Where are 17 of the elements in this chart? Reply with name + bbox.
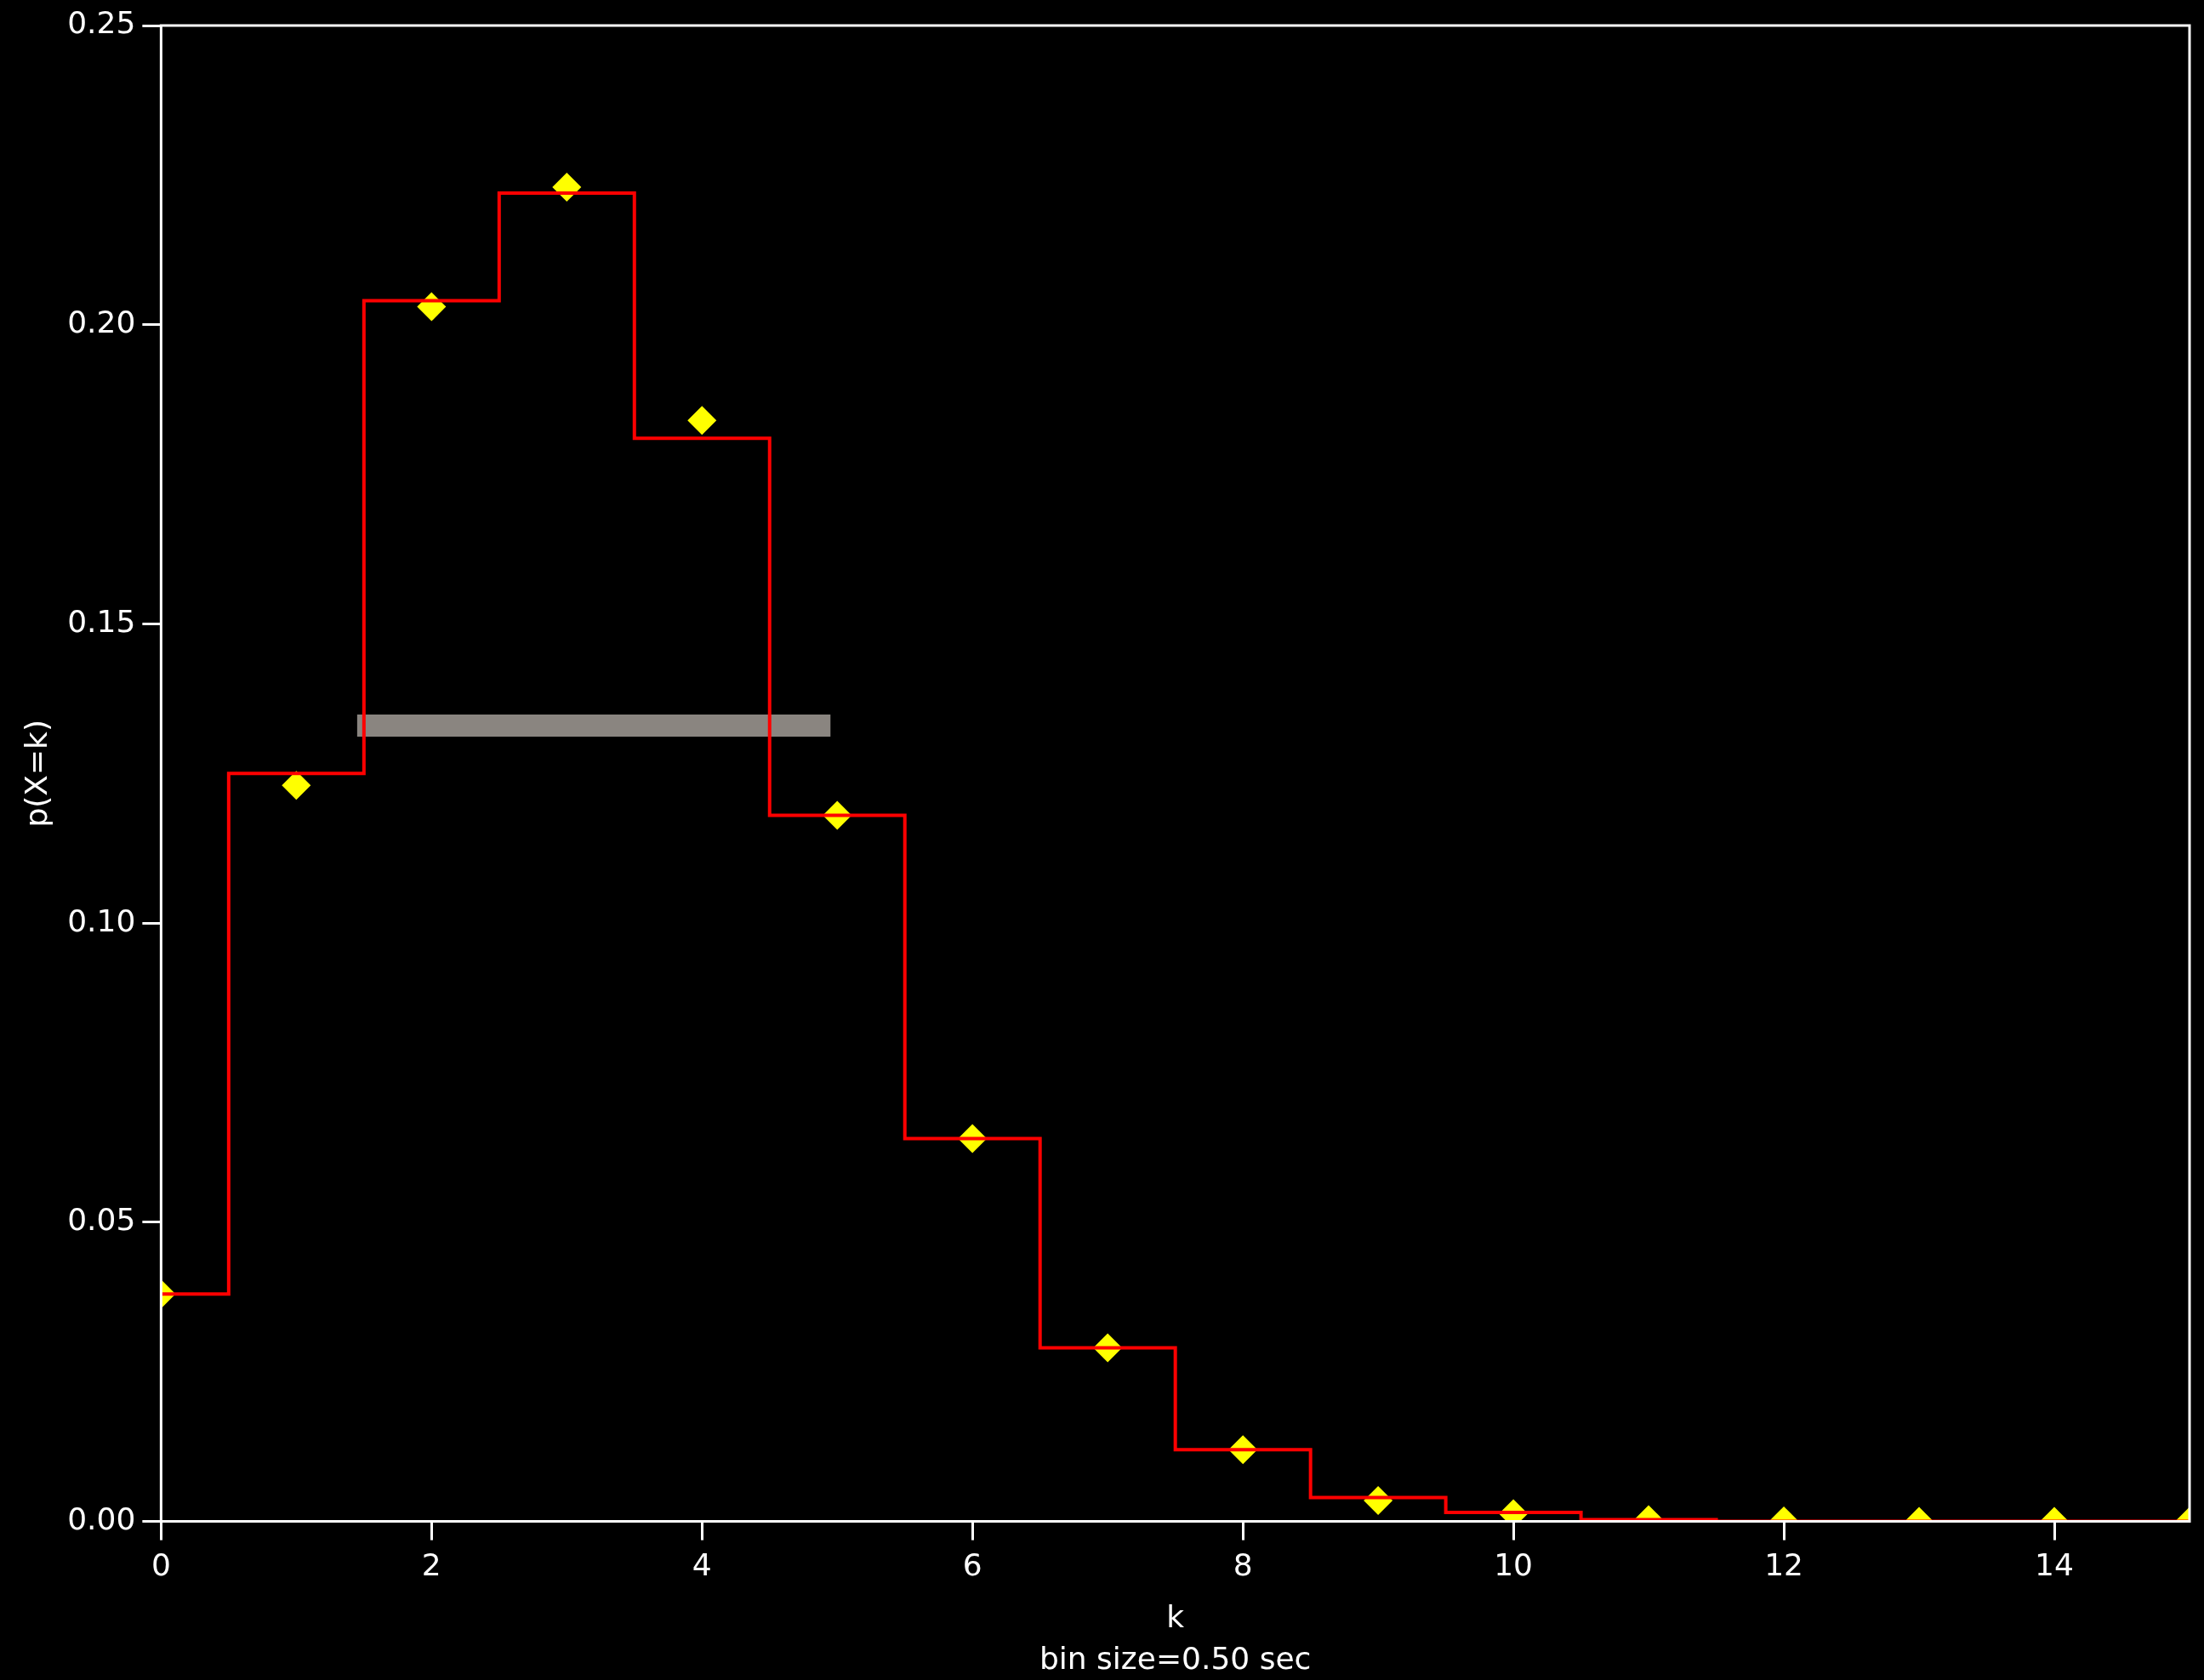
y-tick-label: 0.00: [67, 1501, 136, 1536]
x-tick-label: 14: [2035, 1546, 2074, 1582]
y-tick-label: 0.05: [67, 1202, 136, 1238]
y-tick-label: 0.25: [67, 5, 136, 41]
x-tick-label: 10: [1494, 1546, 1534, 1582]
x-axis-title: k: [1166, 1598, 1185, 1634]
x-tick-label: 8: [1233, 1546, 1253, 1582]
y-axis-title: p(X=k): [18, 719, 54, 828]
text: bin size=0.50 sec: [1039, 1641, 1312, 1677]
y-tick-label: 0.10: [67, 903, 136, 938]
x-tick-label: 4: [692, 1546, 712, 1582]
x-tick-label: 6: [962, 1546, 982, 1582]
x-tick-label: 0: [151, 1546, 171, 1582]
y-tick-label: 0.15: [67, 603, 136, 639]
x-tick-label: 2: [421, 1546, 441, 1582]
x-tick-label: 12: [1764, 1546, 1803, 1582]
y-tick-label: 0.20: [67, 305, 136, 340]
